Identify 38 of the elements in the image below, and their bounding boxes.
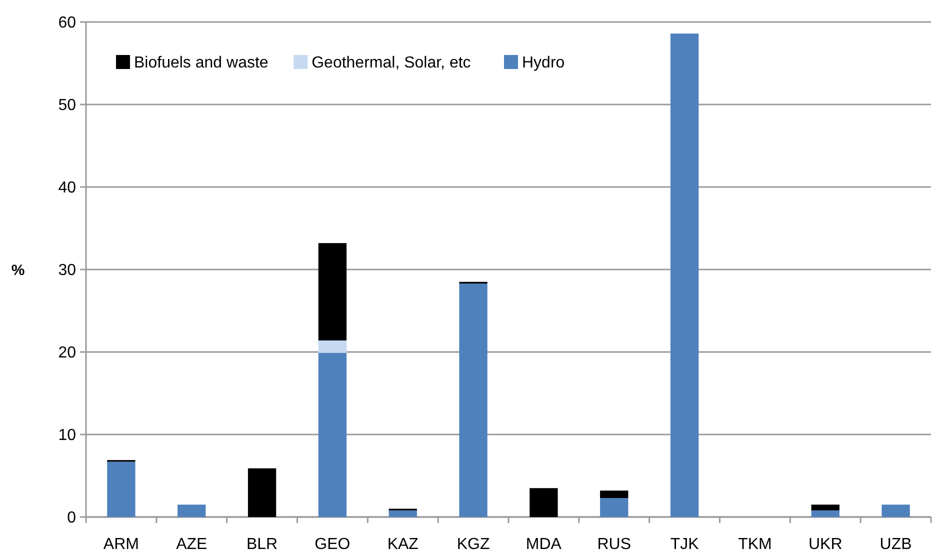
x-tick-label: AZE: [176, 536, 208, 553]
bar: [811, 510, 840, 517]
bar: [811, 504, 840, 510]
bar: [459, 284, 488, 517]
bar: [318, 340, 347, 353]
bar: [600, 498, 628, 517]
legend-label: Biofuels and waste: [134, 54, 268, 72]
y-tick-label: 30: [58, 262, 76, 280]
x-tick-label: KGZ: [456, 536, 490, 553]
x-tick-label: TKM: [738, 536, 772, 553]
bar: [318, 352, 347, 517]
bar: [600, 490, 628, 498]
bar: [530, 488, 558, 517]
bar: [107, 462, 136, 517]
y-tick-label: 40: [58, 180, 76, 197]
x-tick-label: BLR: [246, 536, 278, 553]
y-tick-label: 10: [58, 427, 76, 444]
y-tick-label: 50: [58, 97, 76, 114]
bar: [178, 504, 206, 517]
x-tick-label: UZB: [880, 536, 912, 553]
y-axis-title: %: [11, 262, 25, 279]
x-tick-label: TJK: [670, 536, 700, 553]
y-tick-label: 0: [67, 510, 76, 527]
bar: [248, 468, 276, 517]
bar: [882, 504, 910, 517]
y-tick-label: 20: [58, 344, 76, 362]
x-tick-label: RUS: [597, 536, 632, 553]
x-tick-label: MDA: [526, 536, 562, 553]
x-tick-label: GEO: [314, 536, 350, 553]
x-tick-label: ARM: [103, 536, 139, 553]
legend-label: Geothermal, Solar, etc: [312, 54, 471, 72]
bar: [318, 243, 347, 340]
legend-label: Hydro: [522, 54, 565, 72]
bar: [388, 510, 417, 517]
x-tick-label: UKR: [808, 536, 842, 553]
y-tick-label: 60: [58, 14, 76, 32]
bar: [670, 34, 699, 517]
x-tick-label: KAZ: [387, 536, 419, 553]
